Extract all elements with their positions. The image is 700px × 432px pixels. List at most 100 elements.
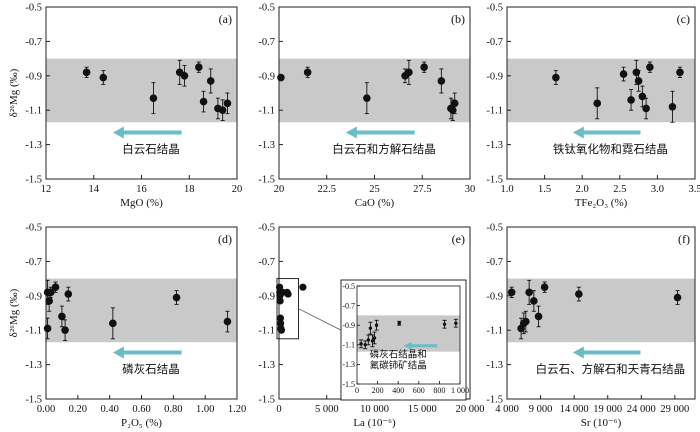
- panel-c-xtick-label-2: 2.0: [576, 184, 589, 195]
- panel-c-point-10: [676, 68, 684, 77]
- panel-f-xlabel: Sr (10⁻⁶): [581, 417, 622, 429]
- inset-ytick-label-1: -0.7: [342, 301, 355, 310]
- inset-annotation-line1: 磷灰石结晶和: [370, 349, 427, 361]
- panel-d-ytick-label-5: -1.5: [25, 395, 42, 406]
- inset-ytick-label-0: -0.5: [342, 282, 355, 291]
- panel-c-band: [507, 58, 695, 123]
- panel-b-tag: (b): [451, 12, 465, 26]
- panel-a-xtick-label-1: 14: [89, 184, 100, 195]
- panel-e-xtick-label-3: 15 000: [408, 404, 437, 415]
- panel-f-arrow-head: [572, 346, 584, 359]
- inset-point-3: [368, 326, 373, 330]
- panel-c-point-3: [627, 96, 635, 104]
- panel-b-band: [279, 58, 470, 123]
- panel-f-tag: (f): [678, 232, 690, 246]
- panel-c-point-7: [642, 104, 650, 113]
- panel-a-point-2: [149, 94, 158, 102]
- panel-d-point-10: [223, 317, 232, 326]
- panel-b-annotation: 白云石和方解石结晶: [332, 142, 436, 156]
- inset-point-2: [366, 338, 371, 342]
- panel-b-xtick-label-0: 20: [274, 184, 285, 195]
- panel-b-xtick-label-2: 25: [369, 184, 380, 195]
- panel-c-ytick-label-1: -0.7: [486, 37, 503, 48]
- panel-c-ytick-label-0: -0.5: [486, 3, 503, 14]
- panel-e-ytick-label-1: -0.7: [258, 257, 275, 268]
- panel-d-xtick-label-0: 0.00: [37, 404, 55, 415]
- panel-b-ytick-label-1: -0.7: [258, 37, 275, 48]
- panel-e-point-4: [276, 314, 285, 322]
- inset-xtick-label-5: 1 000: [451, 386, 469, 395]
- panel-f-band: [507, 278, 695, 343]
- panel-a-point-7: [206, 77, 215, 85]
- panel-a-ytick-label-4: -1.3: [25, 140, 42, 151]
- inset-leader-line: [298, 308, 342, 331]
- panel-a-xlabel: MgO (%): [120, 197, 163, 209]
- panel-e-ytick-label-4: -1.3: [258, 360, 275, 371]
- panel-c-ytick-label-4: -1.3: [486, 140, 503, 151]
- panel-c-xlabel: TFe₂O₃ (%): [575, 197, 628, 209]
- panel-d-arrow-head: [112, 346, 124, 359]
- inset-arrow-head: [403, 341, 412, 350]
- panel-f-xtick-label-1: 9 000: [529, 404, 553, 415]
- panel-e-point-3: [276, 297, 284, 305]
- panel-a: -0.5 -0.7 -0.9 -1.1 -1.3 -1.512 14 16 18 20 MgO (%…: [25, 3, 242, 210]
- panel-d-point-5: [58, 312, 66, 321]
- panel-a-point-10: [223, 99, 232, 108]
- panel-a-ytick-label-3: -1.1: [25, 106, 42, 117]
- panel-a-xtick-label-4: 20: [232, 184, 243, 195]
- panel-d-ytick-label-1: -0.7: [25, 257, 42, 268]
- panel-d-band: [46, 278, 237, 343]
- inset-ytick-label-5: -1.5: [342, 380, 355, 389]
- panel-e-xtick-label-1: 5 000: [315, 404, 339, 415]
- panel-a-point-5: [195, 63, 203, 71]
- panel-c-ytick-label-2: -0.9: [486, 71, 503, 82]
- panel-d-point-1: [43, 324, 52, 333]
- panel-d-xtick-label-6: 1.20: [228, 404, 246, 415]
- panel-d-xtick-label-1: 0.20: [69, 404, 87, 415]
- panel-d-ytick-label-3: -1.1: [25, 326, 42, 337]
- panel-d-tag: (d): [218, 232, 232, 246]
- panel-f-ytick-label-3: -1.1: [486, 326, 503, 337]
- panel-e-point-11: [299, 283, 307, 291]
- panel-a-point-0: [82, 68, 91, 77]
- panel-a-point-9: [218, 106, 227, 114]
- panel-d-xtick-label-5: 1.00: [196, 404, 214, 415]
- inset-point-5: [372, 336, 377, 340]
- panel-f: -0.5 -0.7 -0.9 -1.1 -1.3 -1.54 000 9 000 14 000…: [486, 223, 696, 429]
- panel-a-point-6: [199, 97, 208, 106]
- panel-f-point-9: [673, 293, 682, 302]
- panel-b-point-6: [437, 77, 446, 85]
- panel-f-xtick-label-2: 14 000: [560, 404, 589, 415]
- panel-c-xtick-label-1: 1.5: [538, 184, 551, 195]
- panel-d-point-3: [46, 288, 55, 297]
- panel-a-point-1: [99, 73, 108, 82]
- panel-e-ytick-label-5: -1.5: [258, 395, 275, 406]
- panel-a-point-4: [180, 72, 189, 80]
- panel-b-ytick-label-5: -1.5: [258, 175, 275, 186]
- inset-point-0: [359, 342, 363, 346]
- panel-b-point-2: [363, 94, 371, 102]
- panel-d-xtick-label-2: 0.40: [100, 404, 118, 415]
- inset-point-6: [374, 323, 379, 327]
- panel-b-point-9: [449, 106, 457, 114]
- inset-point-4: [370, 339, 375, 343]
- panel-f-ytick-label-1: -0.7: [486, 257, 503, 268]
- panel-e-point-0: [275, 283, 284, 291]
- panel-f-xtick-label-0: 4 000: [495, 404, 519, 415]
- panel-a-arrow-head: [112, 126, 124, 139]
- panel-f-frame: [506, 226, 696, 400]
- panel-a-tag: (a): [219, 12, 232, 26]
- panel-c-xtick-label-5: 3.5: [688, 184, 700, 195]
- panel-d-point-8: [109, 319, 117, 328]
- panel-d-point-4: [51, 283, 60, 292]
- panel-a-xtick-label-2: 16: [136, 184, 147, 195]
- panel-f-point-3: [522, 317, 530, 326]
- panel-b: -0.5 -0.7 -0.9 -1.1 -1.3 -1.520 22.5 25 27.5 30 Ca…: [258, 3, 475, 210]
- panel-d-xtick-label-3: 0.60: [132, 404, 150, 415]
- panel-c-xtick-label-4: 3.0: [651, 184, 664, 195]
- panel-f-xtick-label-4: 24 000: [627, 404, 656, 415]
- panel-b-xlabel: CaO (%): [355, 197, 395, 209]
- panel-e-xtick-label-4: 20 000: [456, 404, 485, 415]
- panel-b-point-4: [405, 68, 413, 77]
